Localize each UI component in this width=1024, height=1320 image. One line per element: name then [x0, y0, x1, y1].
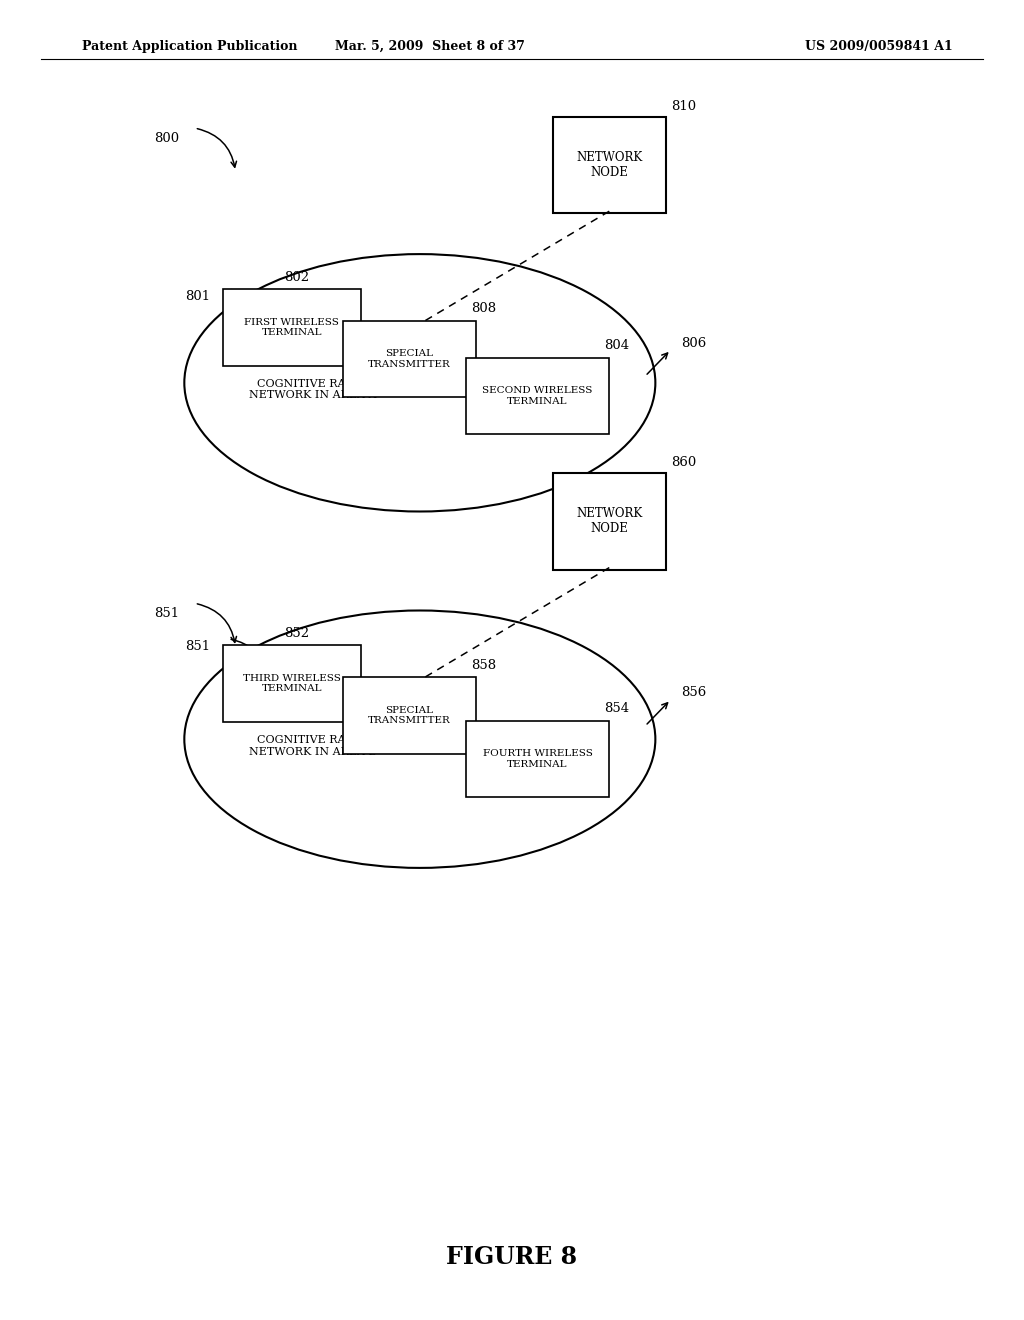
- Text: Patent Application Publication: Patent Application Publication: [82, 40, 297, 53]
- Text: 852: 852: [285, 627, 309, 640]
- Text: FIRST WIRELESS
TERMINAL: FIRST WIRELESS TERMINAL: [245, 318, 339, 337]
- Text: 800: 800: [154, 132, 179, 145]
- Text: COGNITIVE RADIO
NETWORK IN AREA B: COGNITIVE RADIO NETWORK IN AREA B: [249, 735, 376, 756]
- Text: 802: 802: [285, 271, 309, 284]
- FancyBboxPatch shape: [466, 358, 609, 434]
- Text: 856: 856: [681, 686, 707, 700]
- Text: THIRD WIRELESS
TERMINAL: THIRD WIRELESS TERMINAL: [243, 675, 341, 693]
- FancyBboxPatch shape: [343, 677, 476, 754]
- Text: 858: 858: [471, 659, 497, 672]
- Text: 808: 808: [471, 302, 497, 315]
- FancyBboxPatch shape: [222, 645, 360, 722]
- Text: 860: 860: [671, 457, 696, 470]
- Text: 806: 806: [681, 337, 707, 350]
- Text: NETWORK
NODE: NETWORK NODE: [577, 150, 642, 180]
- Text: FOURTH WIRELESS
TERMINAL: FOURTH WIRELESS TERMINAL: [482, 750, 593, 768]
- Text: 801: 801: [184, 290, 210, 304]
- Text: 851: 851: [184, 640, 210, 653]
- Text: US 2009/0059841 A1: US 2009/0059841 A1: [805, 40, 952, 53]
- Text: SPECIAL
TRANSMITTER: SPECIAL TRANSMITTER: [369, 350, 451, 368]
- Text: 854: 854: [604, 702, 630, 715]
- Text: Mar. 5, 2009  Sheet 8 of 37: Mar. 5, 2009 Sheet 8 of 37: [335, 40, 525, 53]
- FancyBboxPatch shape: [466, 721, 609, 797]
- Text: COGNITIVE RADIO
NETWORK IN AREA A: COGNITIVE RADIO NETWORK IN AREA A: [249, 379, 376, 400]
- FancyBboxPatch shape: [553, 474, 666, 570]
- FancyBboxPatch shape: [553, 116, 666, 214]
- Text: 851: 851: [154, 607, 179, 620]
- Text: SPECIAL
TRANSMITTER: SPECIAL TRANSMITTER: [369, 706, 451, 725]
- Text: NETWORK
NODE: NETWORK NODE: [577, 507, 642, 536]
- Text: SECOND WIRELESS
TERMINAL: SECOND WIRELESS TERMINAL: [482, 387, 593, 405]
- Text: 804: 804: [604, 339, 630, 352]
- Text: FIGURE 8: FIGURE 8: [446, 1245, 578, 1269]
- FancyBboxPatch shape: [222, 289, 360, 366]
- Text: 810: 810: [671, 100, 696, 114]
- FancyBboxPatch shape: [343, 321, 476, 397]
